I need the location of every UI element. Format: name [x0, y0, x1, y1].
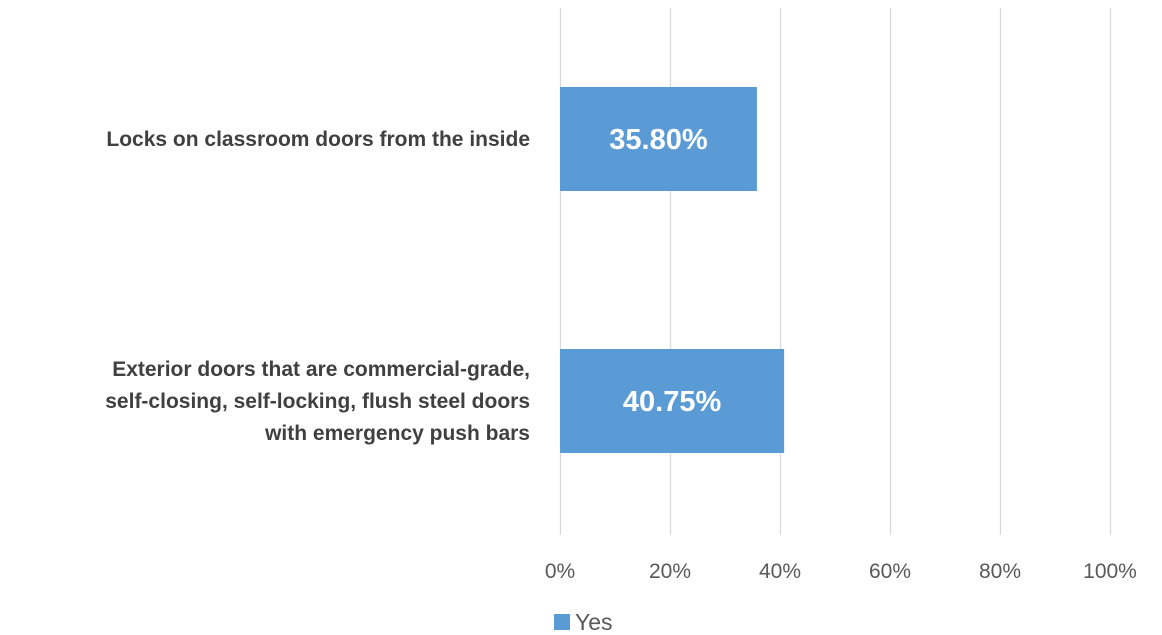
legend-swatch-yes [554, 614, 570, 630]
data-labels: 35.80% 40.75% [609, 124, 721, 418]
bar-0 [560, 87, 757, 191]
legend: Yes [554, 609, 613, 635]
x-tick-label-2: 40% [759, 560, 801, 583]
x-tick-label-1: 20% [649, 560, 691, 583]
bar-1 [560, 349, 785, 453]
data-label-1: 40.75% [623, 386, 722, 418]
category-label-line: Exterior doors that are commercial-grade… [112, 358, 530, 381]
x-tick-label-4: 80% [979, 560, 1021, 583]
x-tick-label-0: 0% [545, 560, 575, 583]
legend-label-yes: Yes [575, 609, 613, 635]
x-tick-label-3: 60% [869, 560, 911, 583]
category-labels: Locks on classroom doors from the inside… [105, 128, 530, 445]
category-label-0: Locks on classroom doors from the inside [106, 128, 530, 151]
bars [560, 87, 785, 453]
category-label-line: with emergency push bars [264, 422, 530, 445]
data-label-0: 35.80% [609, 124, 708, 156]
category-label-1: Exterior doors that are commercial-grade… [105, 358, 530, 445]
x-tick-labels: 0% 20% 40% 60% 80% 100% [545, 560, 1137, 583]
x-tick-label-5: 100% [1083, 560, 1137, 583]
category-label-line: self-closing, self-locking, flush steel … [105, 390, 530, 413]
category-label-line: Locks on classroom doors from the inside [106, 128, 530, 151]
